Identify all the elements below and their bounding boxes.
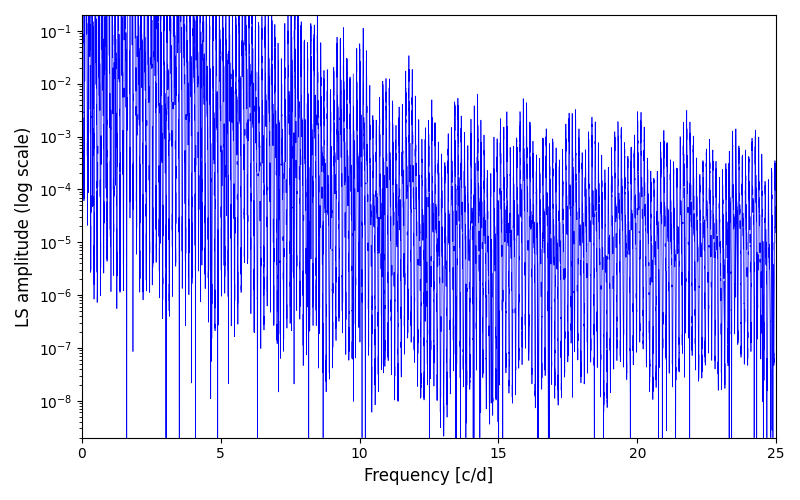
X-axis label: Frequency [c/d]: Frequency [c/d] [364,467,494,485]
Y-axis label: LS amplitude (log scale): LS amplitude (log scale) [15,126,33,326]
